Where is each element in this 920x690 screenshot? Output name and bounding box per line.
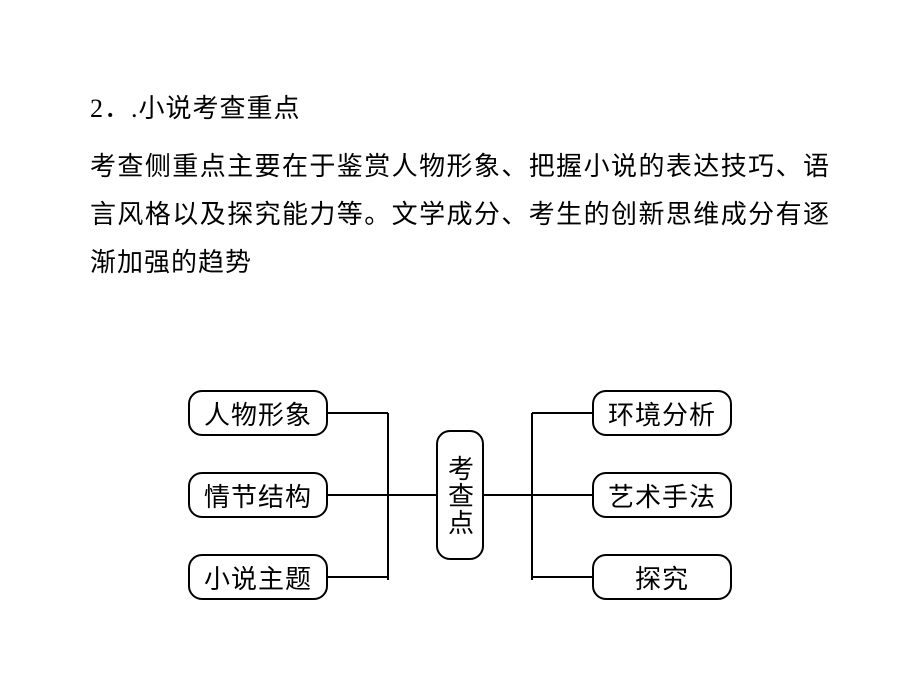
edge bbox=[328, 576, 388, 579]
right-node-0: 环境分析 bbox=[592, 390, 732, 436]
right-node-2: 探究 bbox=[592, 554, 732, 600]
section-heading: 2．.小说考查重点 bbox=[90, 88, 830, 125]
edge bbox=[328, 412, 388, 415]
edge bbox=[532, 494, 592, 497]
edge bbox=[531, 413, 534, 580]
right-node-1: 艺术手法 bbox=[592, 472, 732, 518]
edge bbox=[532, 576, 592, 579]
left-node-0: 人物形象 bbox=[188, 390, 328, 436]
edge bbox=[484, 494, 532, 497]
edge bbox=[387, 413, 390, 580]
left-node-1: 情节结构 bbox=[188, 472, 328, 518]
edge bbox=[388, 494, 436, 497]
exam-points-diagram: 人物形象情节结构小说主题 环境分析艺术手法探究 考查点 bbox=[0, 360, 920, 660]
page: 2．.小说考查重点 考查侧重点主要在于鉴赏人物形象、把握小说的表达技巧、语言风格… bbox=[0, 0, 920, 690]
edge bbox=[532, 412, 592, 415]
left-node-2: 小说主题 bbox=[188, 554, 328, 600]
center-node: 考查点 bbox=[436, 430, 484, 560]
edge bbox=[328, 494, 388, 497]
section-body: 考查侧重点主要在于鉴赏人物形象、把握小说的表达技巧、语言风格以及探究能力等。文学… bbox=[90, 143, 830, 287]
